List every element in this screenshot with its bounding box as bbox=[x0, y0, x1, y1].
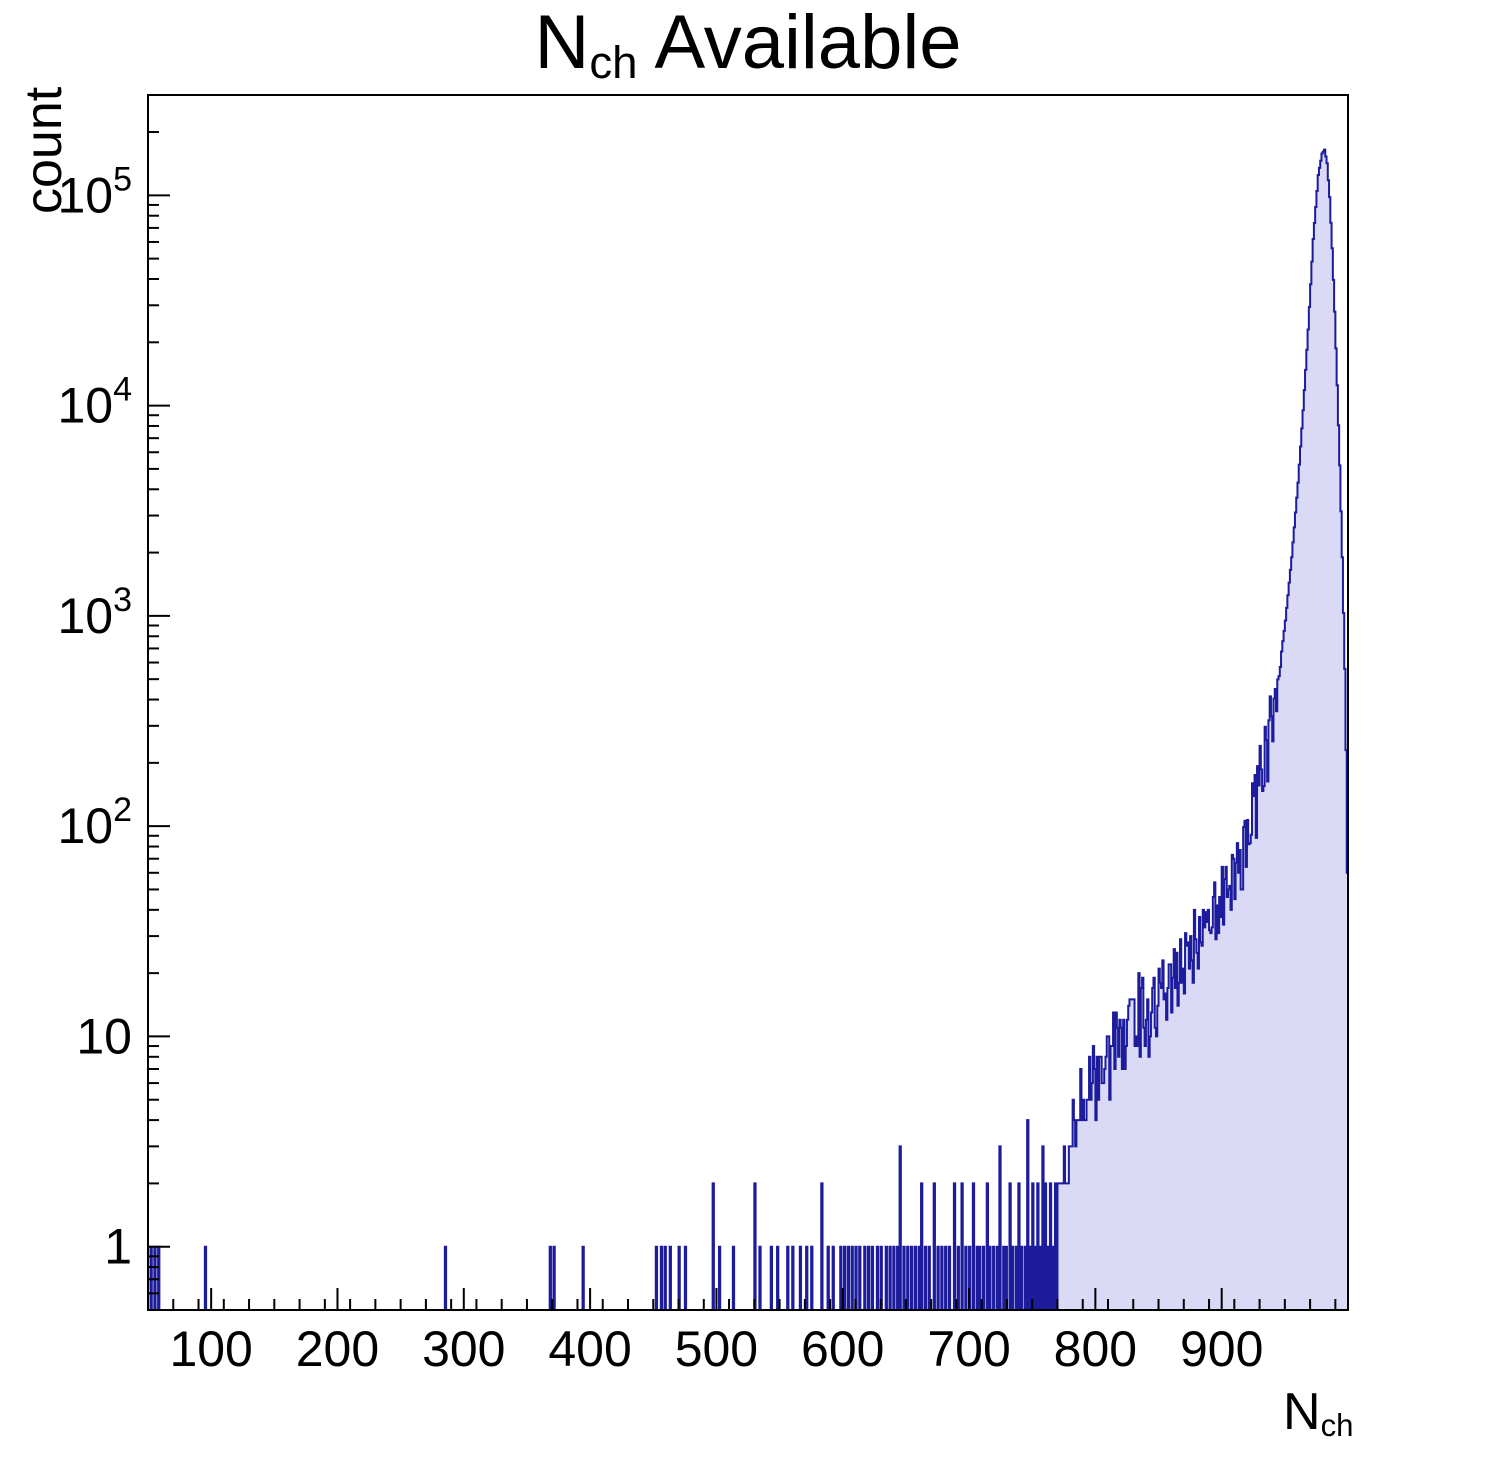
axis-ticks bbox=[148, 131, 1337, 1310]
y-axis-title: count bbox=[15, 86, 73, 214]
title-main: N bbox=[534, 0, 590, 85]
x-tick-label: 700 bbox=[927, 1321, 1010, 1377]
histogram-path bbox=[148, 148, 1349, 1311]
x-tick-label: 300 bbox=[422, 1321, 505, 1377]
x-axis-title: Nch bbox=[1283, 1382, 1354, 1443]
x-tick-label: 500 bbox=[675, 1321, 758, 1377]
title-subscript: ch bbox=[589, 37, 638, 89]
x-tick-label: 900 bbox=[1180, 1321, 1263, 1377]
x-tick-label: 600 bbox=[801, 1321, 884, 1377]
page-title: Nch Available bbox=[0, 0, 1496, 89]
y-tick-label: 104 bbox=[57, 371, 132, 434]
y-tick-label: 1 bbox=[104, 1219, 132, 1275]
x-axis-title-main: N bbox=[1283, 1383, 1321, 1441]
x-tick-label: 800 bbox=[1054, 1321, 1137, 1377]
y-tick-label: 105 bbox=[57, 160, 132, 223]
x-tick-label: 100 bbox=[169, 1321, 252, 1377]
plot-frame bbox=[147, 94, 1349, 1311]
histogram-series bbox=[148, 148, 1349, 1311]
y-tick-label: 102 bbox=[57, 791, 132, 854]
axis-tick-labels: 100 200 300 400 500 600 700 800 900 1 10 102 103 104 1… bbox=[57, 160, 1263, 1377]
x-tick-label: 200 bbox=[296, 1321, 379, 1377]
x-axis-title-subscript: ch bbox=[1320, 1407, 1354, 1443]
y-tick-label: 10 bbox=[76, 1008, 132, 1064]
title-rest: Available bbox=[637, 0, 962, 85]
x-tick-label: 400 bbox=[548, 1321, 631, 1377]
y-tick-label: 103 bbox=[57, 581, 132, 644]
